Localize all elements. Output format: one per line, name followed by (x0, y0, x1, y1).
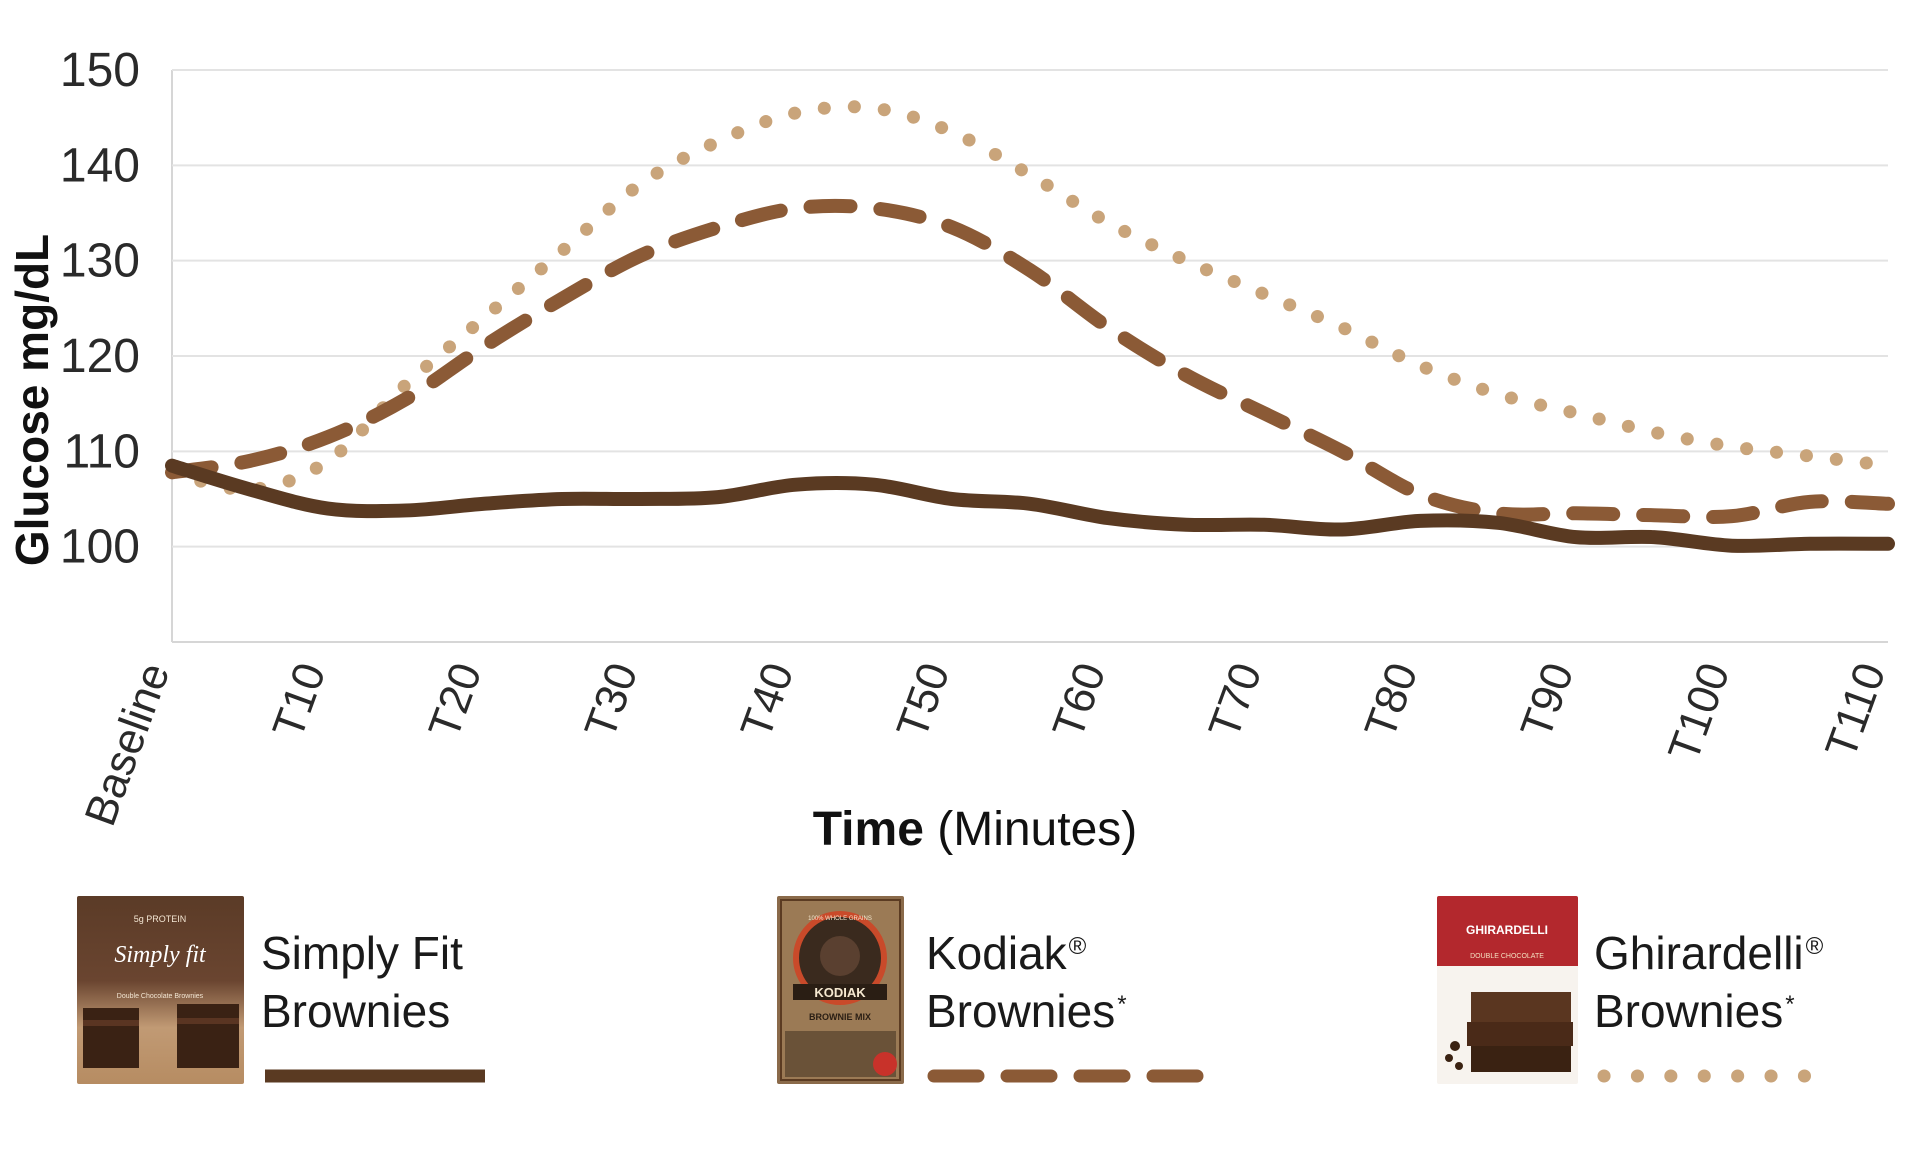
legend-ghirardelli-line1: Ghirardelli (1594, 927, 1804, 979)
x-tick-label: Baseline (76, 657, 180, 832)
x-tick-label: T40 (731, 657, 803, 745)
legend-ghirardelli-line2: Brownies (1594, 985, 1784, 1037)
y-tick-label: 130 (60, 235, 140, 288)
y-tick-label: 140 (60, 139, 140, 192)
series-line-dotted (165, 100, 1895, 497)
x-tick-label: T50 (887, 657, 959, 745)
y-tick-labels: 100 110 120 130 140 150 (60, 44, 140, 574)
brownie-shape-icon (83, 1008, 139, 1068)
x-axis-label-unit: (Minutes) (924, 803, 1137, 856)
series-line-solid (165, 458, 1895, 553)
x-axis-label: Time (Minutes) (813, 803, 1138, 856)
legend-swatch-solid (265, 1069, 485, 1083)
x-tick-label: T100 (1659, 657, 1739, 768)
y-tick-label: 100 (60, 521, 140, 574)
legend-simply-line2: Brownies (261, 985, 451, 1037)
legend-swatch-dotted (1597, 1069, 1821, 1083)
legend-kodiak-mark2: * (1117, 991, 1127, 1018)
ghirardelli-package-image: GHIRARDELLI DOUBLE CHOCOLATE (1437, 896, 1578, 1084)
kodiak-thumb-brand: KODIAK (814, 985, 866, 1000)
kodiak-package-image: 100% WHOLE GRAINS KODIAK BROWNIE MIX (777, 896, 904, 1084)
legend-kodiak-line2: Brownies (926, 985, 1116, 1037)
legend-simply-line1: Simply Fit (261, 927, 463, 979)
y-tick-label: 120 (60, 330, 140, 383)
y-tick-label: 150 (60, 44, 140, 97)
legend-label-simply-fit: Simply Fit Brownies (261, 924, 463, 1040)
x-tick-label: T80 (1355, 657, 1427, 745)
x-tick-label: T90 (1511, 657, 1583, 745)
brownie-shape-icon-3 (1471, 992, 1571, 1022)
kodiak-thumb-top: 100% WHOLE GRAINS (808, 916, 872, 922)
series-lines (165, 100, 1895, 553)
legend-swatch-dashed (927, 1069, 1205, 1083)
legend-item-simply-fit: 5g PROTEIN Simply fit Double Chocolate B… (77, 896, 527, 1090)
series-line-dashed (165, 198, 1895, 525)
legend-item-kodiak: 100% WHOLE GRAINS KODIAK BROWNIE MIX Kod… (777, 896, 1227, 1090)
ghirardelli-thumb-brand: DOUBLE CHOCOLATE (1470, 953, 1544, 960)
x-tick-label: T60 (1043, 657, 1115, 745)
x-tick-label: T110 (1816, 657, 1895, 765)
simply-fit-thumb-brand: Simply fit (114, 942, 207, 968)
y-tick-label: 110 (63, 425, 140, 478)
x-axis-label-main: Time (813, 803, 924, 856)
brownie-shape-icon-2 (177, 1004, 239, 1068)
legend-kodiak-line1: Kodiak (926, 927, 1067, 979)
x-tick-label: T30 (575, 657, 647, 745)
x-tick-label: T20 (419, 657, 491, 745)
legend-ghirardelli-mark2: * (1785, 991, 1795, 1018)
legend-label-ghirardelli: Ghirardelli® Brownies* (1594, 924, 1823, 1040)
bear-icon (820, 936, 860, 976)
legend-kodiak-mark1: ® (1068, 933, 1087, 960)
legend-ghirardelli-mark1: ® (1805, 933, 1824, 960)
x-tick-label: T10 (263, 657, 335, 745)
ghirardelli-thumb-top: GHIRARDELLI (1466, 923, 1548, 937)
simply-fit-package-image: 5g PROTEIN Simply fit Double Chocolate B… (77, 896, 244, 1084)
y-axis-label: Glucose mg/dL (6, 234, 58, 566)
simply-fit-thumb-sub: Double Chocolate Brownies (117, 993, 204, 1000)
simply-fit-thumb-top: 5g PROTEIN (134, 914, 187, 924)
x-tick-label: T70 (1199, 657, 1271, 745)
badge-icon (873, 1052, 897, 1076)
legend-label-kodiak: Kodiak® Brownies* (926, 924, 1127, 1040)
grid-lines (171, 69, 1888, 643)
kodiak-thumb-sub: BROWNIE MIX (809, 1012, 871, 1022)
legend-item-ghirardelli: GHIRARDELLI DOUBLE CHOCOLATE Ghirardelli… (1437, 896, 1887, 1090)
